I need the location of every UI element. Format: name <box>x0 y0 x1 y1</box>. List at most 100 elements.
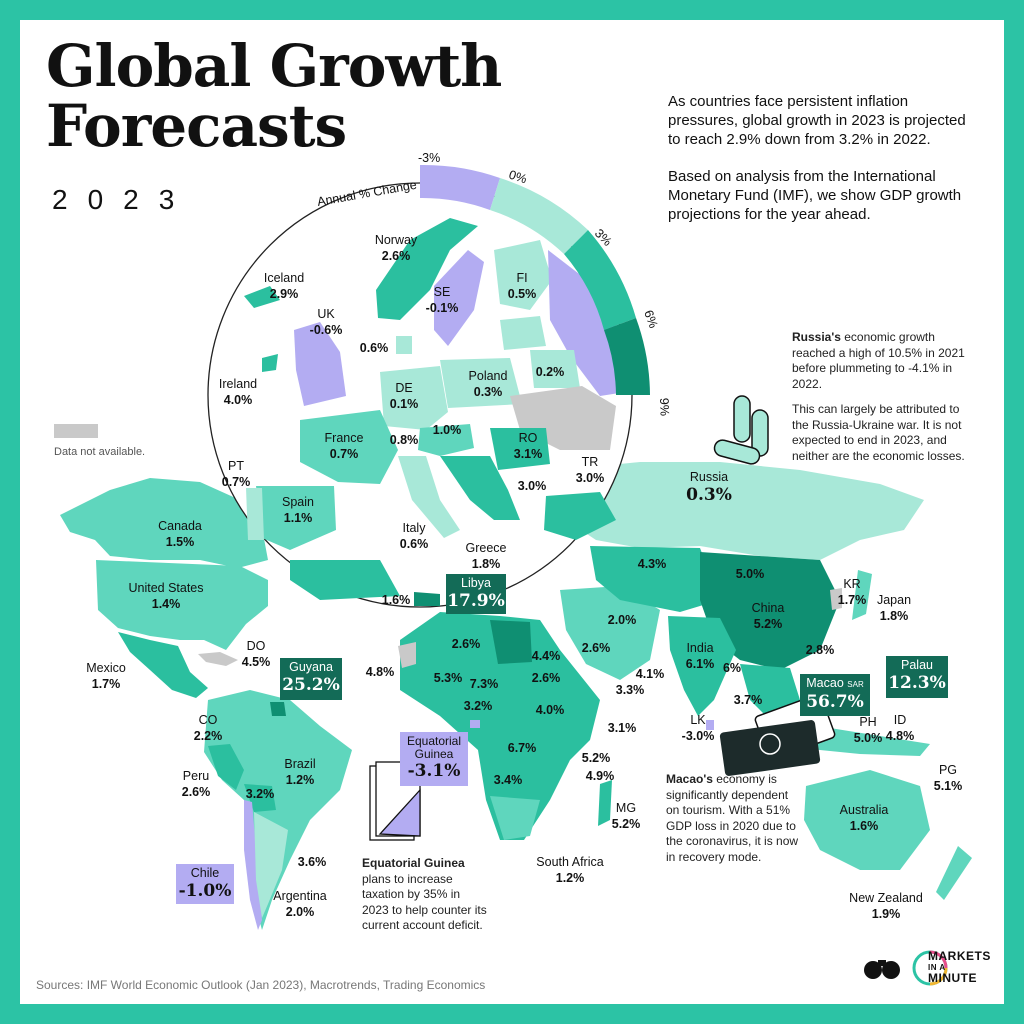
world-label-name-39: PH <box>859 715 876 729</box>
world-label-name-5: Brazil <box>284 757 315 771</box>
map-usa <box>96 560 268 650</box>
world-label-value-10: 2.6% <box>452 637 481 651</box>
europe-label-12: 1.0% <box>433 423 462 437</box>
russia-note-name: Russia's <box>792 330 841 344</box>
europe-label-10: France 0.7% <box>325 431 364 461</box>
map-chile <box>244 800 262 930</box>
brand-logo-text: MARKETS IN A MINUTE <box>928 950 991 985</box>
europe-label-value-15: 3.0% <box>576 471 605 485</box>
world-label-value-13: 7.3% <box>470 677 499 691</box>
world-label-name-31: China <box>752 601 785 615</box>
legend-tick-4: 9% <box>657 398 672 417</box>
europe-label-19: Greece 1.8% <box>466 541 507 571</box>
world-label-21: 4.9% <box>586 769 615 783</box>
map-ireland <box>262 354 278 372</box>
macao-note-text: economy is significantly dependent on to… <box>666 772 799 864</box>
map-sweden <box>434 250 484 346</box>
world-label-4: CO 2.2% <box>194 713 223 743</box>
title-line-1: Global Growth <box>46 32 502 100</box>
map-belarus <box>530 350 580 388</box>
world-label-name-42: Australia <box>840 803 889 817</box>
map-mexico <box>118 632 208 698</box>
europe-label-name-8: Ireland <box>219 377 257 391</box>
world-label-value-37: 1.8% <box>880 609 909 623</box>
world-label-17: 4.0% <box>536 703 565 717</box>
europe-label-name-16: PT <box>228 459 244 473</box>
map-libya-inset <box>414 592 440 606</box>
world-label-value-40: 4.8% <box>886 729 915 743</box>
world-label-name-3: DO <box>247 639 266 653</box>
map-germany <box>380 366 448 430</box>
europe-label-name-9: DE <box>395 381 412 395</box>
world-label-name-0: Canada <box>158 519 202 533</box>
world-label-value-28: 3.1% <box>608 721 637 735</box>
world-label-name-32: India <box>686 641 713 655</box>
world-label-35: LK -3.0% <box>682 713 715 743</box>
world-label-1: United States 1.4% <box>128 581 203 611</box>
europe-label-name-1: FI <box>516 271 527 285</box>
world-label-value-21: 4.9% <box>586 769 615 783</box>
europe-label-16: PT 0.7% <box>222 459 251 489</box>
europe-label-value-3: -0.1% <box>426 301 459 315</box>
world-label-28: 3.1% <box>608 721 637 735</box>
map-eq-guinea <box>470 720 480 728</box>
brand-binoculars-icon <box>864 960 900 979</box>
world-label-value-39: 5.0% <box>854 731 883 745</box>
map-guyana <box>270 702 286 716</box>
europe-label-value-1: 0.5% <box>508 287 537 301</box>
world-label-value-18: 6.7% <box>508 741 537 755</box>
callout-guyana-value: 25.2% <box>282 675 340 695</box>
europe-label-value-14: 3.0% <box>518 479 547 493</box>
europe-label-value-19: 1.8% <box>472 557 501 571</box>
map-korea <box>830 588 842 610</box>
europe-label-value-11: 0.8% <box>390 433 419 447</box>
europe-label-11: 0.8% <box>390 433 419 447</box>
legend-tick-3: 6% <box>641 308 660 330</box>
map-madagascar <box>598 780 612 826</box>
map-canada <box>60 478 268 568</box>
callout-guyana-name: Guyana <box>289 660 333 674</box>
map-middle-east <box>560 586 660 680</box>
map-finland <box>494 240 552 310</box>
world-label-42: Australia 1.6% <box>840 803 889 833</box>
world-label-11: 4.8% <box>366 665 395 679</box>
europe-label-value-16: 0.7% <box>222 475 251 489</box>
europe-label-6: Poland 0.3% <box>469 369 508 399</box>
legend-tick-0: -3% <box>418 151 440 165</box>
brand-line-2: IN A <box>928 963 946 972</box>
world-label-32: India 6.1% <box>686 641 715 671</box>
europe-label-name-18: Italy <box>403 521 427 535</box>
europe-label-18: Italy 0.6% <box>400 521 429 551</box>
world-label-20: 5.2% <box>582 751 611 765</box>
world-label-19: 3.4% <box>494 773 523 787</box>
europe-label-name-6: Poland <box>469 369 508 383</box>
world-label-31: China 5.2% <box>752 601 785 631</box>
world-label-value-27: 3.3% <box>616 683 645 697</box>
map-india <box>668 616 736 716</box>
map-uk <box>294 322 346 406</box>
callout-palau-name: Palau <box>901 658 933 672</box>
europe-label-name-19: Greece <box>466 541 507 555</box>
map-central-eu <box>418 424 474 456</box>
world-label-value-15: 4.4% <box>532 649 561 663</box>
world-label-value-7: 3.2% <box>246 787 275 801</box>
world-label-value-36: 1.7% <box>838 593 867 607</box>
europe-label-name-2: Iceland <box>264 271 304 285</box>
eqg-note-name: Equatorial Guinea <box>362 856 465 870</box>
world-label-name-36: KR <box>843 577 860 591</box>
world-label-value-4: 2.2% <box>194 729 223 743</box>
world-label-value-11: 4.8% <box>366 665 395 679</box>
world-label-value-38: 2.8% <box>806 643 835 657</box>
map-south-america <box>204 690 352 930</box>
intro-text: As countries face persistent inflation p… <box>668 92 968 242</box>
europe-label-17: Spain 1.1% <box>282 495 314 525</box>
europe-label-value-10: 0.7% <box>330 447 359 461</box>
world-label-43: New Zealand 1.9% <box>849 891 923 921</box>
world-label-10: 2.6% <box>452 637 481 651</box>
world-label-name-6: Peru <box>183 769 209 783</box>
world-label-value-2: 1.7% <box>92 677 121 691</box>
callout-guyana: Guyana 25.2% <box>280 658 342 700</box>
world-label-16: 2.6% <box>532 671 561 685</box>
na-legend-label: Data not available. <box>54 446 146 458</box>
